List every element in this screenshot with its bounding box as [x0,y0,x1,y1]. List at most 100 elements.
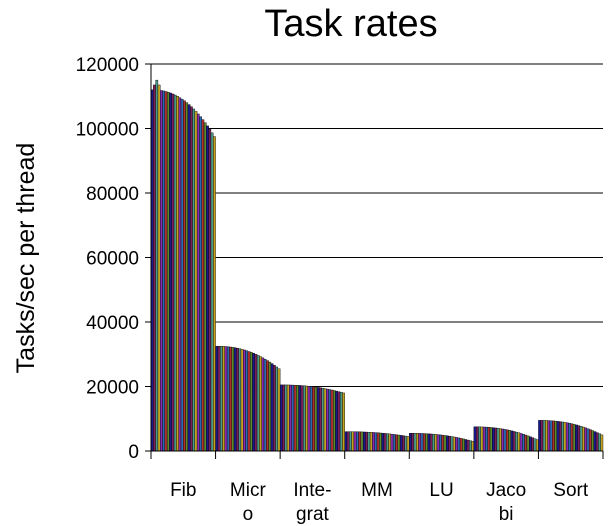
bar [190,106,193,452]
bar [595,432,599,452]
y-axis-label: Tasks/sec per thread [12,143,40,374]
bar [545,420,548,452]
bar [475,426,479,452]
bar [591,430,594,452]
bar [369,432,373,452]
bar [321,387,325,452]
bar [323,388,327,452]
bar [386,433,389,452]
bar [529,436,532,452]
bar [526,435,530,452]
bar [418,433,422,452]
bar [593,431,597,452]
bar [452,436,456,452]
y-tick-labels: 0 20000 40000 60000 80000 100000 120000 [76,55,139,463]
bar [448,435,451,452]
bar [351,431,355,452]
bar [226,346,230,452]
bar [160,90,163,452]
bar [441,434,445,452]
category-label: Jaco bi [486,480,526,525]
bar [173,94,177,452]
bar [231,347,235,452]
bar [353,431,357,452]
bar [445,435,449,452]
bar [240,349,244,452]
bar [485,426,488,452]
bar [273,365,276,452]
bar [390,433,394,452]
bar [372,432,375,452]
bar [282,384,285,452]
bar [376,432,380,452]
bar [395,434,398,452]
category-label: MM [361,480,393,501]
bar [367,431,371,452]
bar [381,432,385,452]
bar [194,111,198,452]
bar [217,346,221,452]
bar [503,429,507,452]
y-tick-label: 0 [128,442,139,463]
bar [432,433,435,452]
bar [379,432,382,452]
bar [542,420,546,452]
y-tick-label: 100000 [76,120,139,141]
bar [224,346,228,452]
bar [249,352,253,452]
bar [245,350,249,452]
bar [199,116,202,452]
bar [289,384,292,452]
bar [501,428,505,452]
y-tick-label: 60000 [86,249,139,270]
bar [558,421,562,452]
bar [263,358,267,452]
bar [256,355,260,452]
bar [337,391,341,452]
category-label: Micr o [230,480,267,525]
bar [434,434,438,452]
bar [535,439,539,452]
bar [392,434,396,452]
bar [443,435,447,452]
bar [330,389,334,452]
bar [275,366,279,452]
bar [586,428,590,452]
bar [519,433,523,452]
bar [402,435,405,452]
bar [219,346,223,452]
category-labels: Fib Micr o Inte-grat MM LU Jaco bi Sort [170,480,589,525]
bar [291,384,295,452]
bar [206,125,209,452]
bar [598,433,601,452]
bar-group-jacobi [473,426,539,452]
bar [455,437,458,452]
bar [570,423,574,452]
bar [266,360,269,452]
bar [312,386,315,452]
bar [538,420,541,452]
bar [254,354,258,452]
bar [397,434,401,452]
bar [183,100,186,452]
bar [162,90,166,452]
bar [284,384,288,452]
bar [201,119,205,452]
bar [293,384,297,452]
bar [344,431,348,452]
bar [360,431,364,452]
bar [307,386,311,452]
bar [588,429,592,452]
bar [319,387,322,452]
bar [261,357,265,452]
bar [243,349,246,452]
bar [192,108,196,452]
bar [556,421,560,452]
bar [575,424,578,452]
bar [572,424,576,452]
bar [388,433,392,452]
bar [522,434,525,452]
bar [335,390,338,452]
bar-group-mm [344,431,410,452]
